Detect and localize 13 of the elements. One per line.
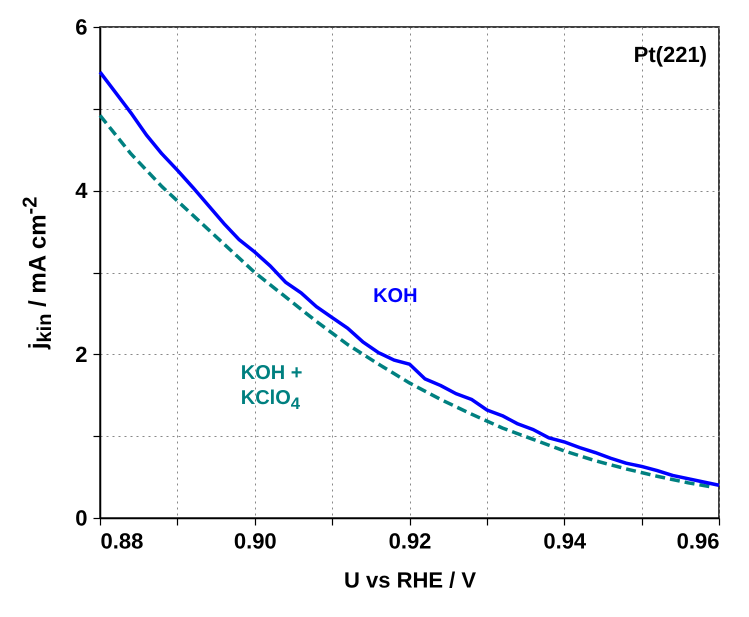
y-tick-label: 6	[75, 14, 88, 40]
x-tick-label: 0.94	[543, 528, 587, 554]
text: KOH + KClO$_{4}$	[240, 360, 304, 414]
y-tick-label: 2	[75, 342, 88, 367]
x-tick-label: 0.88	[100, 528, 144, 554]
y-tick-label: 4	[75, 178, 88, 204]
y-tick-label: 0	[75, 506, 88, 530]
x-tick-label: 0.96	[676, 528, 720, 554]
x-tick-label: 0.92	[388, 528, 432, 554]
x-tick-label: 0.90	[234, 528, 277, 554]
annotation: Pt(221)	[634, 42, 707, 67]
series-label: KOH	[373, 284, 418, 310]
x-axis-title: U vs RHE / V	[344, 568, 476, 592]
